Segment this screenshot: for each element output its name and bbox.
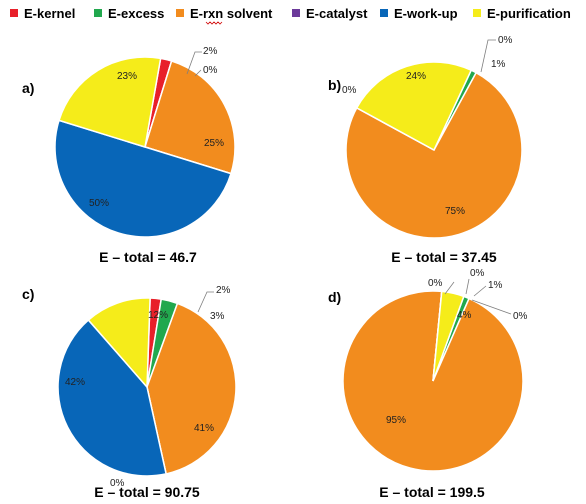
data-label-work-up-b: 0% xyxy=(342,85,357,96)
legend-item-rxn-solvent: E-rxn solvent xyxy=(176,6,273,25)
leader-line-d1 xyxy=(444,281,455,295)
data-label-rxn-solvent-a: 25% xyxy=(204,138,224,149)
legend-swatch-catalyst xyxy=(292,9,300,17)
data-label-excess-c: 3% xyxy=(210,311,225,322)
data-label-excess-d: 1% xyxy=(488,280,503,291)
pie-slices-c xyxy=(57,297,237,477)
leader-line-d4 xyxy=(471,299,512,315)
pie-panel-a: a) E – total = 46.7 23% 2% 0% 25% 50% xyxy=(22,46,236,265)
data-label-excess-b: 1% xyxy=(491,59,506,70)
pie-slices-d xyxy=(342,290,524,472)
leader-line-a2 xyxy=(194,69,202,77)
legend-item-purification: E-purification xyxy=(473,6,571,21)
legend-label-rxn-solvent: E-rxn solvent xyxy=(190,6,273,21)
pie-slice-work-up-a xyxy=(54,119,232,238)
panel-label-b: b) xyxy=(328,77,341,93)
data-label-kernel-b: 0% xyxy=(498,35,513,46)
legend: E-kernel E-excess E-rxn solvent E-cataly… xyxy=(10,6,571,25)
legend-label-excess: E-excess xyxy=(108,6,164,21)
pie-slices-a xyxy=(54,56,236,238)
data-label-rxn-solvent-b: 75% xyxy=(445,206,465,217)
data-label-kernel-a: 2% xyxy=(203,46,218,57)
data-label-purification-c: 12% xyxy=(148,310,168,321)
data-label-work-up-d: 0% xyxy=(513,311,528,322)
spellcheck-underline xyxy=(205,21,223,25)
data-label-purification-d: 4% xyxy=(457,310,472,321)
pie-slice-work-up-c xyxy=(57,318,168,477)
leader-line-a1 xyxy=(186,51,202,75)
pie-slice-rxn-solvent-a xyxy=(144,60,236,175)
data-label-rxn-solvent-d: 95% xyxy=(386,415,406,426)
data-label-catalyst-c: 0% xyxy=(110,478,125,489)
legend-item-work-up: E-work-up xyxy=(380,6,458,21)
pie-slice-purification-a xyxy=(58,56,162,148)
data-label-catalyst-d: 0% xyxy=(470,268,485,279)
panel-label-d: d) xyxy=(328,289,341,305)
legend-swatch-purification xyxy=(473,9,481,17)
legend-label-kernel: E-kernel xyxy=(24,6,75,21)
total-label-c: E – total = 90.75 xyxy=(94,484,200,500)
leader-line-d3 xyxy=(473,285,487,297)
data-labels-b: 0% 24% 0% 1% 75% xyxy=(342,35,513,217)
leader-line-c1 xyxy=(197,291,214,313)
legend-item-catalyst: E-catalyst xyxy=(292,6,368,21)
data-label-work-up-a: 50% xyxy=(89,198,109,209)
legend-item-excess: E-excess xyxy=(94,6,164,21)
pie-slices-b xyxy=(345,61,523,239)
pie-slice-purification-d xyxy=(432,290,465,382)
data-label-purification-a: 23% xyxy=(117,71,137,82)
data-label-kernel-c: 2% xyxy=(216,285,231,296)
legend-label-work-up: E-work-up xyxy=(394,6,458,21)
panel-label-c: c) xyxy=(22,286,34,302)
legend-label-purification: E-purification xyxy=(487,6,571,21)
pie-panel-b: b) E – total = 37.45 0% 24% 0% 1% 75% xyxy=(328,35,523,265)
data-label-purification-b: 24% xyxy=(406,71,426,82)
legend-label-catalyst: E-catalyst xyxy=(306,6,368,21)
legend-swatch-kernel xyxy=(10,9,18,17)
data-labels-d: 0% 0% 1% 0% 4% 95% xyxy=(386,268,528,426)
leader-line-b1 xyxy=(480,39,496,73)
data-labels-a: 23% 2% 0% 25% 50% xyxy=(89,46,224,209)
legend-swatch-work-up xyxy=(380,9,388,17)
panel-label-a: a) xyxy=(22,80,34,96)
pie-slice-rxn-solvent-c xyxy=(146,302,237,475)
data-label-kernel-d: 0% xyxy=(428,278,443,289)
total-label-a: E – total = 46.7 xyxy=(99,249,197,265)
data-label-work-up-c: 42% xyxy=(65,377,85,388)
data-label-rxn-solvent-c: 41% xyxy=(194,423,214,434)
pie-panel-c: c) E – total = 90.75 12% 2% 3% 41% 42% 0… xyxy=(22,285,237,500)
legend-item-kernel: E-kernel xyxy=(10,6,75,21)
data-label-excess-a: 0% xyxy=(203,65,218,76)
legend-swatch-excess xyxy=(94,9,102,17)
total-label-b: E – total = 37.45 xyxy=(391,249,497,265)
pie-slice-purification-b xyxy=(355,61,473,152)
legend-swatch-rxn-solvent xyxy=(176,9,184,17)
pie-slice-rxn-solvent-b xyxy=(345,71,523,239)
pie-panel-d: d) E – total = 199.5 0% 0% 1% 0% 4% 95% xyxy=(328,268,528,500)
data-labels-c: 12% 2% 3% 41% 42% 0% xyxy=(65,285,231,489)
pie-slice-purification-c xyxy=(87,297,151,389)
leader-line-d2 xyxy=(465,278,470,295)
total-label-d: E – total = 199.5 xyxy=(379,484,485,500)
